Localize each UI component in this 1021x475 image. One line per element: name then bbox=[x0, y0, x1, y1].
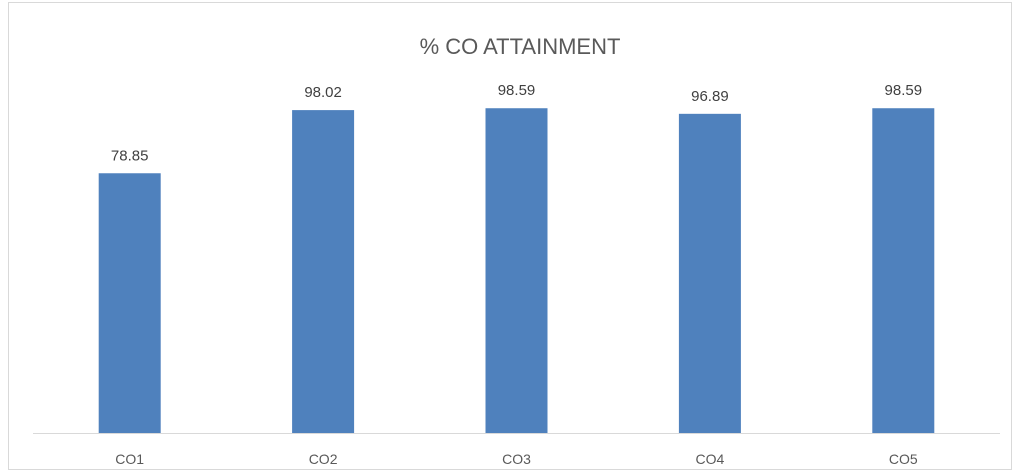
bar-co3 bbox=[485, 108, 548, 433]
bar-co5 bbox=[872, 108, 935, 433]
chart-title: % CO ATTAINMENT bbox=[420, 34, 621, 59]
x-tick-label-co4: CO4 bbox=[696, 451, 725, 467]
x-tick-labels-group: CO1 CO2 CO3 CO4 CO5 bbox=[115, 451, 918, 467]
data-label-co4: 96.89 bbox=[691, 88, 729, 105]
bar-co1 bbox=[98, 173, 161, 434]
data-label-co2: 98.02 bbox=[304, 84, 342, 101]
x-tick-label-co1: CO1 bbox=[115, 451, 144, 467]
bar-co2 bbox=[292, 110, 355, 434]
data-label-co5: 98.59 bbox=[885, 82, 923, 99]
data-label-co1: 78.85 bbox=[111, 147, 149, 164]
x-tick-label-co2: CO2 bbox=[309, 451, 338, 467]
bars-group bbox=[98, 108, 935, 434]
data-labels-group: 78.85 98.02 98.59 96.89 98.59 bbox=[111, 82, 922, 164]
bar-co4 bbox=[678, 113, 741, 434]
data-label-co3: 98.59 bbox=[498, 82, 536, 99]
x-tick-label-co3: CO3 bbox=[502, 451, 531, 467]
x-tick-label-co5: CO5 bbox=[889, 451, 918, 467]
